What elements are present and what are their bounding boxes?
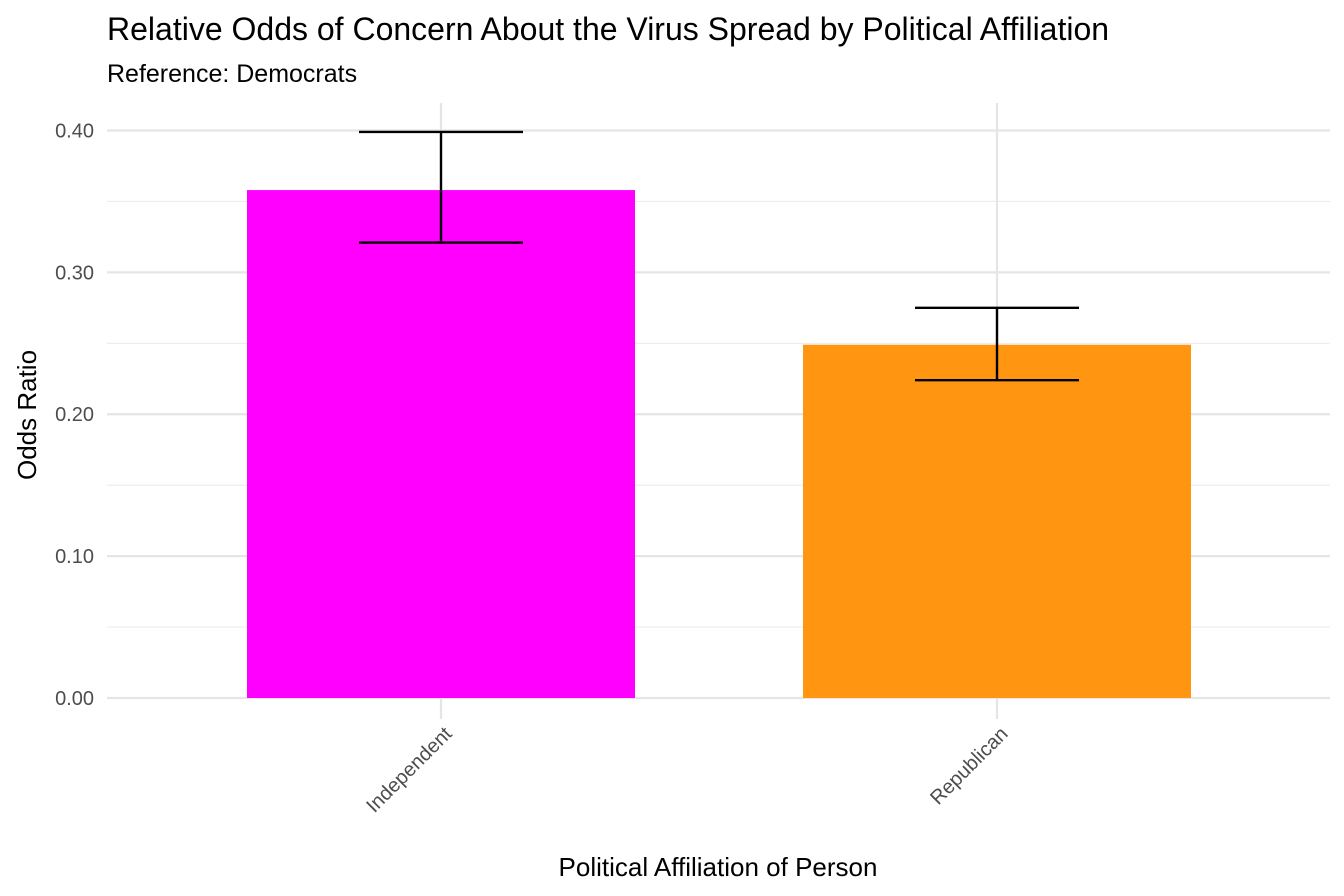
x-axis-title: Political Affiliation of Person bbox=[559, 852, 878, 882]
bar-republican bbox=[803, 344, 1191, 698]
x-tick-label: Independent bbox=[362, 723, 457, 818]
error-bars bbox=[359, 130, 1079, 382]
y-tick-label: 0.20 bbox=[55, 404, 94, 426]
y-axis-title: Odds Ratio bbox=[12, 350, 42, 480]
y-tick-label: 0.00 bbox=[55, 688, 94, 710]
error-bar-republican bbox=[915, 306, 1079, 382]
y-tick-label: 0.30 bbox=[55, 262, 94, 284]
chart-title: Relative Odds of Concern About the Virus… bbox=[107, 11, 1109, 47]
x-tick-label: Republican bbox=[926, 723, 1012, 809]
x-axis-ticks: Independent Republican bbox=[362, 723, 1012, 818]
bar-independent bbox=[247, 190, 635, 699]
y-axis-ticks: 0.00 0.10 0.20 0.30 0.40 bbox=[55, 120, 94, 710]
chart-subtitle: Reference: Democrats bbox=[107, 60, 357, 88]
y-tick-label: 0.40 bbox=[55, 120, 94, 142]
error-bar-independent bbox=[359, 130, 523, 244]
y-tick-label: 0.10 bbox=[55, 546, 94, 568]
bars bbox=[247, 190, 1191, 699]
